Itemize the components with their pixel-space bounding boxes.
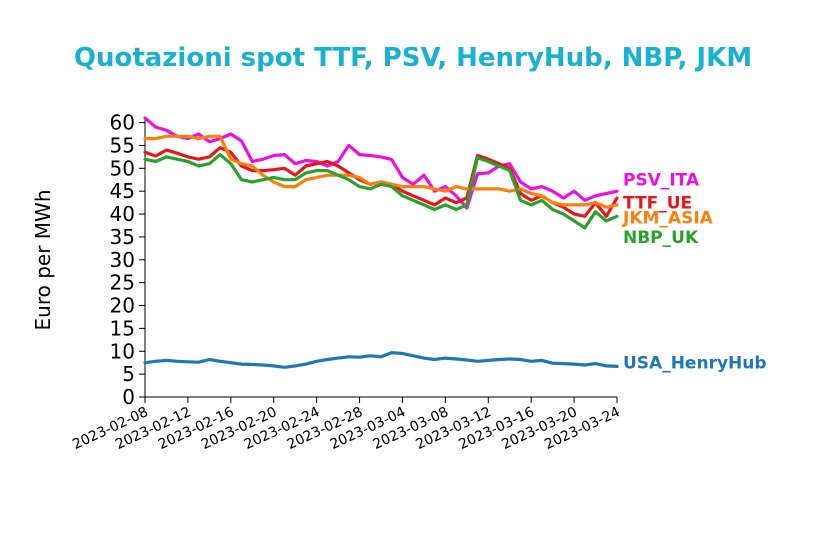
y-tick-label: 30 [110,248,135,272]
series-label-psv-ita: PSV_ITA [623,171,700,191]
y-tick-label: 45 [110,179,135,203]
series-label-usa-henryhub: USA_HenryHub [623,354,767,374]
chart-title: Quotazioni spot TTF, PSV, HenryHub, NBP,… [74,43,752,73]
y-tick-label: 10 [110,339,135,363]
y-tick-label: 50 [110,156,135,180]
series-line-usa-henryhub [143,351,619,369]
y-tick-label: 25 [110,271,135,295]
series-line-psv-ita [143,116,619,210]
y-tick-label: 5 [122,362,135,386]
series-line-nbp-uk [143,153,619,230]
y-tick-label: 55 [110,133,135,157]
series-line-jkm-asia [143,134,619,209]
y-tick-label: 60 [110,111,135,135]
y-tick-label: 20 [110,294,135,318]
y-tick-label: 15 [110,316,135,340]
plot-area: 0510152025303540455055602023-02-082023-0… [70,111,766,453]
series-label-jkm-asia: JKM_ASIA [622,208,714,228]
series-label-ttf-ue: TTF_UE [623,194,692,214]
y-tick-label: 0 [122,385,135,409]
y-tick-label: 35 [110,225,135,249]
y-tick-label: 40 [110,202,135,226]
series-label-nbp-uk: NBP_UK [623,228,699,248]
y-axis-label: Euro per MWh [31,190,55,331]
